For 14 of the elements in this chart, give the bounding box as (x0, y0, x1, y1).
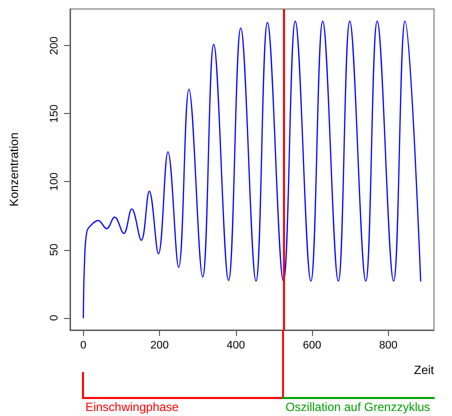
x-tick-label: 0 (80, 340, 86, 352)
x-tick-label: 600 (302, 340, 322, 352)
x-axis-title: Zeit (414, 363, 435, 377)
y-tick-label: 150 (48, 104, 60, 123)
text: Oszillation auf Grenzzyklus (285, 400, 430, 414)
text: Einschwingphase (85, 400, 179, 414)
y-tick-label: 50 (48, 244, 60, 256)
y-tick-label: 200 (48, 36, 60, 55)
y-axis-title: Konzentration (7, 132, 21, 207)
x-tick-label: 200 (150, 340, 169, 352)
x-tick-label: 400 (226, 340, 245, 352)
y-tick-label: 100 (48, 172, 60, 191)
x-tick-label: 800 (379, 340, 398, 352)
y-tick-label: 0 (48, 314, 60, 321)
